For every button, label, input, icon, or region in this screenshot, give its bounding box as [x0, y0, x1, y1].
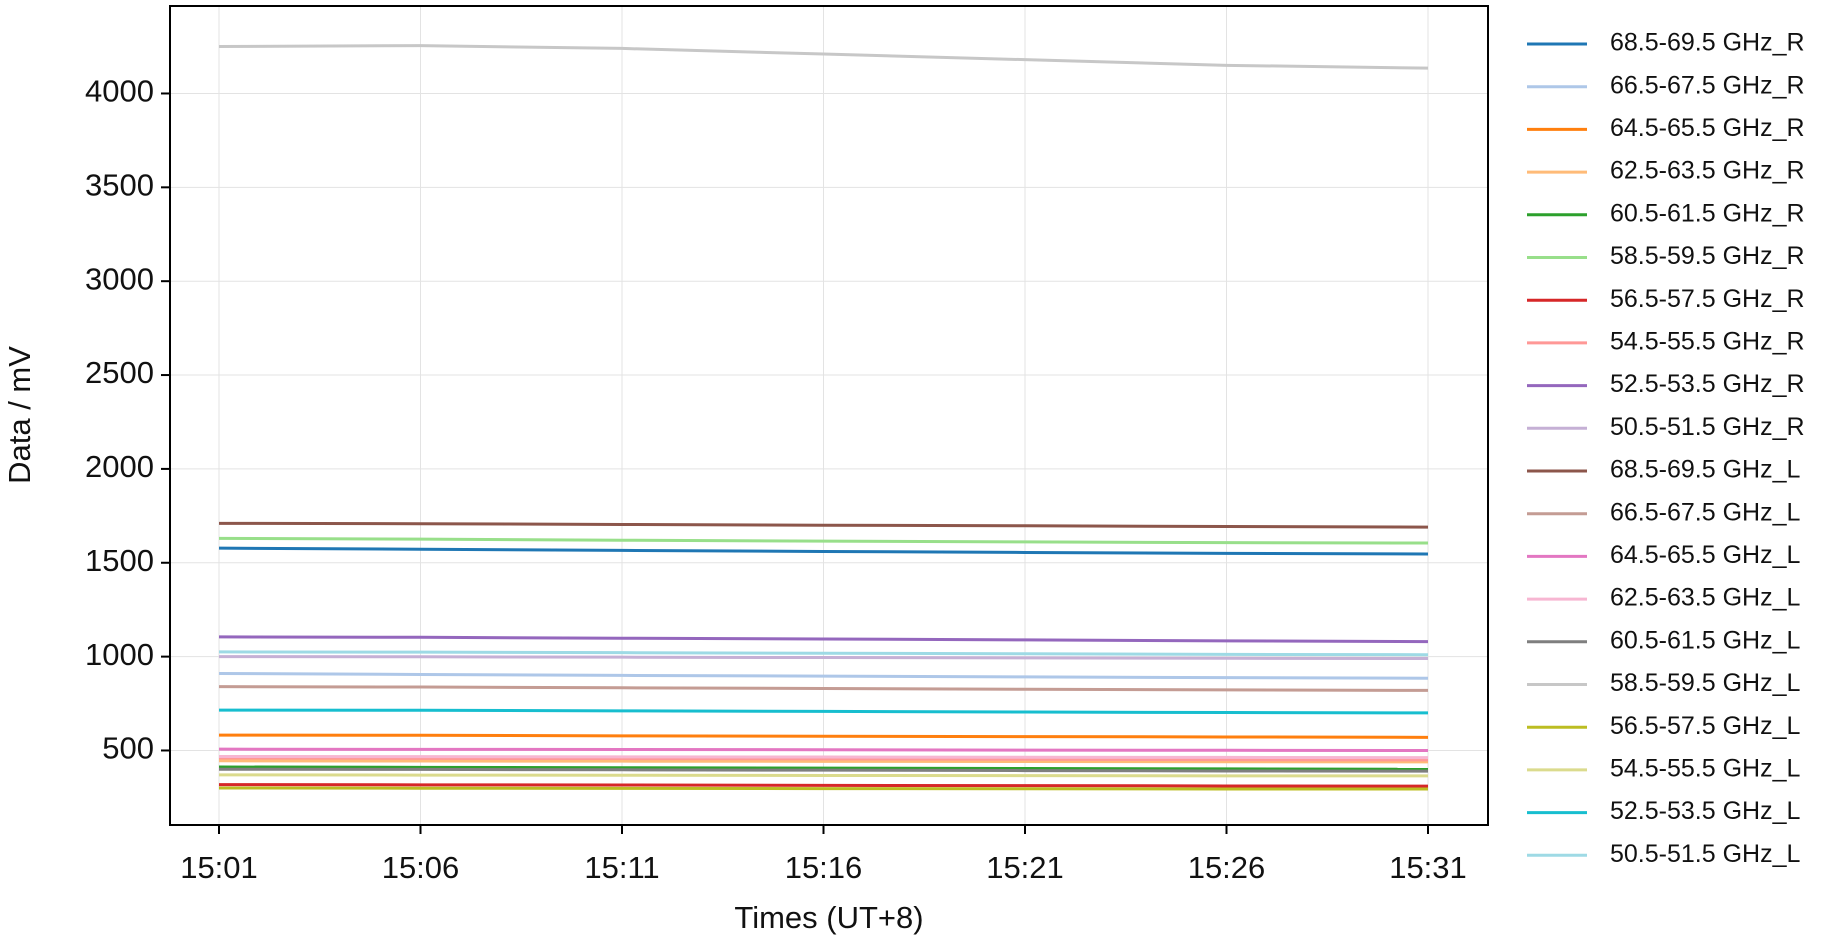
series-line	[218, 44, 1429, 70]
legend-label: 52.5-53.5 GHz_R	[1610, 370, 1805, 398]
series-line	[218, 765, 1429, 771]
legend-label: 62.5-63.5 GHz_R	[1610, 157, 1805, 185]
legend-label: 60.5-61.5 GHz_R	[1610, 199, 1805, 227]
series-line	[218, 536, 1429, 545]
series-line	[218, 546, 1429, 556]
x-tick-label: 15:26	[1188, 850, 1266, 885]
series-line	[218, 756, 1429, 762]
legend-label: 58.5-59.5 GHz_R	[1610, 242, 1805, 270]
legend-label: 66.5-67.5 GHz_R	[1610, 71, 1805, 99]
legend-label: 56.5-57.5 GHz_R	[1610, 285, 1805, 313]
legend-label: 50.5-51.5 GHz_L	[1610, 840, 1800, 868]
y-axis-label: Data / mV	[2, 346, 37, 484]
series-line	[218, 655, 1429, 660]
y-tick-label: 3500	[85, 168, 154, 203]
y-tick-label: 500	[102, 731, 154, 766]
y-tick-label: 4000	[85, 74, 154, 109]
series-line	[218, 786, 1428, 791]
series-line	[218, 708, 1429, 715]
y-tick-label: 1500	[85, 543, 154, 578]
y-tick-label: 2000	[85, 449, 154, 484]
series-line	[218, 521, 1429, 529]
legend-label: 56.5-57.5 GHz_L	[1610, 712, 1800, 740]
series-line	[218, 783, 1429, 788]
x-axis-label: Times (UT+8)	[734, 900, 923, 935]
legend-label: 60.5-61.5 GHz_L	[1610, 626, 1800, 654]
legend-label: 62.5-63.5 GHz_L	[1610, 584, 1800, 612]
y-tick-label: 1000	[85, 637, 154, 672]
plot-frame	[169, 5, 1489, 826]
series-line	[218, 672, 1429, 680]
x-tick-label: 15:21	[986, 850, 1064, 885]
y-tick-label: 2500	[85, 355, 154, 390]
legend-label: 68.5-69.5 GHz_R	[1610, 29, 1805, 57]
legend-label: 54.5-55.5 GHz_L	[1610, 755, 1800, 783]
series-line	[218, 635, 1429, 644]
legend-label: 64.5-65.5 GHz_R	[1610, 114, 1805, 142]
legend-label: 54.5-55.5 GHz_R	[1610, 328, 1805, 356]
legend-label: 66.5-67.5 GHz_L	[1610, 498, 1800, 526]
x-tick-label: 15:06	[382, 850, 460, 885]
legend-label: 52.5-53.5 GHz_L	[1610, 797, 1800, 825]
series-line	[218, 754, 1429, 760]
legend-label: 64.5-65.5 GHz_L	[1610, 541, 1800, 569]
series-line	[218, 733, 1429, 739]
legend-label: 50.5-51.5 GHz_R	[1610, 413, 1805, 441]
series-line	[218, 767, 1429, 773]
x-tick-label: 15:16	[785, 850, 863, 885]
series-line	[218, 685, 1429, 692]
series-line	[218, 747, 1429, 752]
series-line	[218, 759, 1429, 764]
legend-label: 58.5-59.5 GHz_L	[1610, 669, 1800, 697]
y-tick-label: 3000	[85, 261, 154, 296]
legend-label: 68.5-69.5 GHz_L	[1610, 456, 1800, 484]
series-line	[218, 650, 1429, 657]
series-line	[218, 773, 1428, 778]
x-tick-label: 15:31	[1389, 850, 1467, 885]
x-tick-label: 15:01	[180, 850, 258, 885]
x-tick-label: 15:11	[584, 850, 659, 885]
